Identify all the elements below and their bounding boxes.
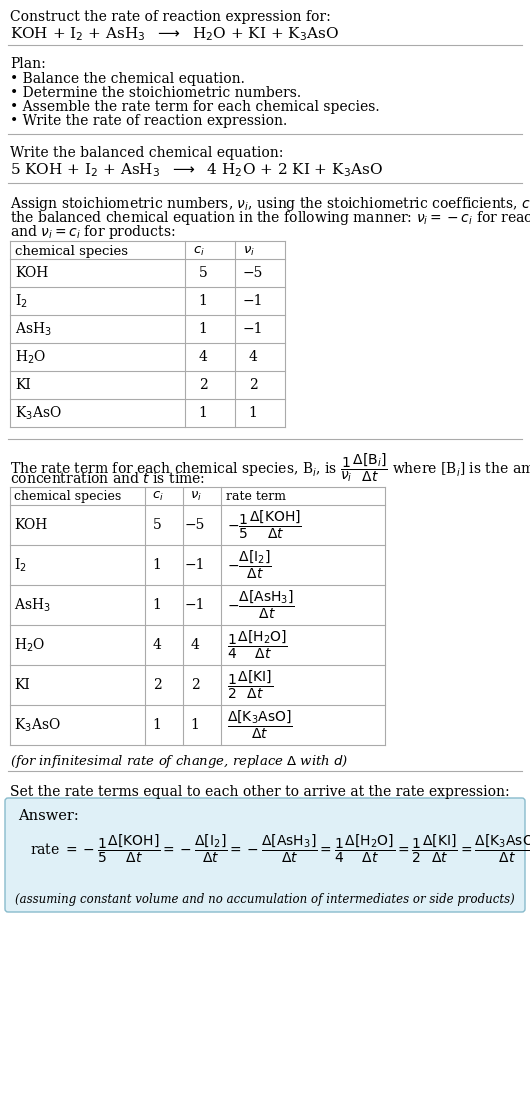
Text: 5 KOH + I$_2$ + AsH$_3$  $\longrightarrow$  4 H$_2$O + 2 KI + K$_3$AsO: 5 KOH + I$_2$ + AsH$_3$ $\longrightarrow… [10,161,383,179]
Text: H$_2$O: H$_2$O [15,349,46,365]
Text: Answer:: Answer: [18,809,79,823]
Text: The rate term for each chemical species, B$_i$, is $\dfrac{1}{\nu_i}\dfrac{\Delt: The rate term for each chemical species,… [10,451,530,484]
Text: $\nu_i$: $\nu_i$ [243,245,255,259]
Text: 4: 4 [199,350,207,364]
Text: AsH$_3$: AsH$_3$ [15,321,52,337]
Text: rate $= -\dfrac{1}{5}\dfrac{\Delta[\mathrm{KOH}]}{\Delta t} = -\dfrac{\Delta[\ma: rate $= -\dfrac{1}{5}\dfrac{\Delta[\math… [30,832,530,866]
Text: −1: −1 [243,322,263,336]
Text: −5: −5 [243,266,263,280]
Text: $-\dfrac{1}{5}\dfrac{\Delta[\mathrm{KOH}]}{\Delta t}$: $-\dfrac{1}{5}\dfrac{\Delta[\mathrm{KOH}… [227,508,302,542]
Text: $c_i$: $c_i$ [152,490,164,503]
Text: 2: 2 [153,678,161,692]
Text: 1: 1 [191,718,199,731]
Text: Assign stoichiometric numbers, $\nu_i$, using the stoichiometric coefficients, $: Assign stoichiometric numbers, $\nu_i$, … [10,195,530,213]
Text: $-\dfrac{\Delta[\mathrm{I}_2]}{\Delta t}$: $-\dfrac{\Delta[\mathrm{I}_2]}{\Delta t}… [227,548,272,582]
Text: 5: 5 [153,518,161,532]
Text: K$_3$AsO: K$_3$AsO [14,716,61,734]
Text: $c_i$: $c_i$ [193,245,205,259]
Text: $\dfrac{1}{4}\dfrac{\Delta[\mathrm{H}_2\mathrm{O}]}{\Delta t}$: $\dfrac{1}{4}\dfrac{\Delta[\mathrm{H}_2\… [227,629,288,662]
Text: • Determine the stoichiometric numbers.: • Determine the stoichiometric numbers. [10,85,301,100]
Text: 1: 1 [199,322,207,336]
Text: 1: 1 [153,598,162,612]
Text: I$_2$: I$_2$ [15,292,28,310]
Text: −1: −1 [243,294,263,307]
Text: −1: −1 [185,598,205,612]
Text: rate term: rate term [226,490,286,503]
Text: KI: KI [15,379,31,392]
Text: 1: 1 [199,406,207,420]
Text: chemical species: chemical species [15,245,128,258]
Text: Set the rate terms equal to each other to arrive at the rate expression:: Set the rate terms equal to each other t… [10,785,510,799]
Text: H$_2$O: H$_2$O [14,636,46,654]
Text: (assuming constant volume and no accumulation of intermediates or side products): (assuming constant volume and no accumul… [15,894,515,906]
Text: 4: 4 [153,638,162,652]
Text: $-\dfrac{\Delta[\mathrm{AsH}_3]}{\Delta t}$: $-\dfrac{\Delta[\mathrm{AsH}_3]}{\Delta … [227,588,295,622]
Text: 2: 2 [249,379,258,392]
Text: Plan:: Plan: [10,57,46,71]
Text: 1: 1 [199,294,207,307]
Text: KOH: KOH [14,518,47,532]
Text: 1: 1 [249,406,258,420]
Text: • Balance the chemical equation.: • Balance the chemical equation. [10,72,245,85]
Text: and $\nu_i = c_i$ for products:: and $\nu_i = c_i$ for products: [10,223,175,241]
Text: I$_2$: I$_2$ [14,556,27,574]
Text: 1: 1 [153,718,162,731]
Text: • Assemble the rate term for each chemical species.: • Assemble the rate term for each chemic… [10,100,379,114]
Text: chemical species: chemical species [14,490,121,503]
Text: 2: 2 [191,678,199,692]
Text: $\dfrac{1}{2}\dfrac{\Delta[\mathrm{KI}]}{\Delta t}$: $\dfrac{1}{2}\dfrac{\Delta[\mathrm{KI}]}… [227,669,273,702]
Text: (for infinitesimal rate of change, replace $\Delta$ with $d$): (for infinitesimal rate of change, repla… [10,753,348,770]
Text: $\nu_i$: $\nu_i$ [190,490,202,503]
Text: • Write the rate of reaction expression.: • Write the rate of reaction expression. [10,114,287,128]
Text: 2: 2 [199,379,207,392]
Text: 4: 4 [191,638,199,652]
Text: 4: 4 [249,350,258,364]
Text: KI: KI [14,678,30,692]
Text: 1: 1 [153,558,162,572]
Text: Construct the rate of reaction expression for:: Construct the rate of reaction expressio… [10,10,331,24]
Text: $\dfrac{\Delta[\mathrm{K}_3\mathrm{AsO}]}{\Delta t}$: $\dfrac{\Delta[\mathrm{K}_3\mathrm{AsO}]… [227,709,293,741]
Text: 5: 5 [199,266,207,280]
Text: the balanced chemical equation in the following manner: $\nu_i = -c_i$ for react: the balanced chemical equation in the fo… [10,209,530,228]
Text: concentration and $t$ is time:: concentration and $t$ is time: [10,471,205,486]
Text: Write the balanced chemical equation:: Write the balanced chemical equation: [10,147,284,160]
FancyBboxPatch shape [5,798,525,912]
Text: KOH + I$_2$ + AsH$_3$  $\longrightarrow$  H$_2$O + KI + K$_3$AsO: KOH + I$_2$ + AsH$_3$ $\longrightarrow$ … [10,26,339,42]
Text: K$_3$AsO: K$_3$AsO [15,404,61,422]
Text: KOH: KOH [15,266,48,280]
Text: −5: −5 [185,518,205,532]
Text: −1: −1 [185,558,205,572]
Text: AsH$_3$: AsH$_3$ [14,596,51,614]
